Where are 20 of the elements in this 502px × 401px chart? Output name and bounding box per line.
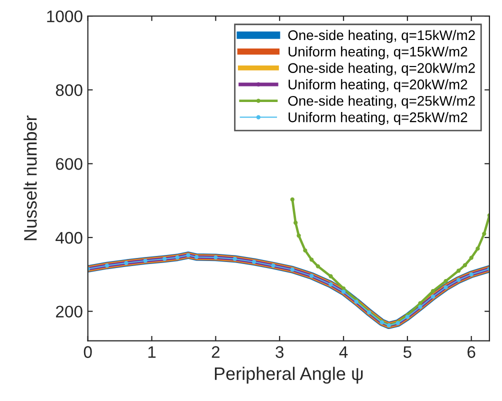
y-axis-title: Nusselt number [24, 116, 37, 240]
y-tick-label: 600 [56, 158, 82, 170]
legend-label: One-side heating, q=25kW/m2 [288, 96, 475, 109]
x-axis-title: Peripheral Angle ψ [214, 366, 363, 384]
x-tick-label: 4 [339, 346, 348, 358]
x-tick-label: 6 [468, 346, 476, 358]
legend-label: One-side heating, q=15kW/m2 [288, 30, 475, 43]
y-tick-label: 800 [56, 84, 82, 96]
x-tick-label: 2 [212, 346, 220, 358]
x-tick-label: 0 [84, 346, 92, 358]
x-tick-label: 5 [403, 346, 412, 358]
y-tick-label: 200 [56, 306, 82, 318]
x-tick-label: 3 [276, 346, 284, 358]
legend-label: Uniform heating, q=15kW/m2 [288, 46, 468, 60]
legend-label: One-side heating, q=20kW/m2 [288, 62, 475, 76]
x-tick-label: 1 [148, 346, 156, 358]
legend-label: Uniform heating, q=25kW/m2 [288, 112, 468, 125]
y-tick-label: 400 [56, 232, 82, 244]
legend-label: Uniform heating, q=20kW/m2 [288, 79, 468, 92]
y-tick-label: 1000 [47, 10, 82, 22]
